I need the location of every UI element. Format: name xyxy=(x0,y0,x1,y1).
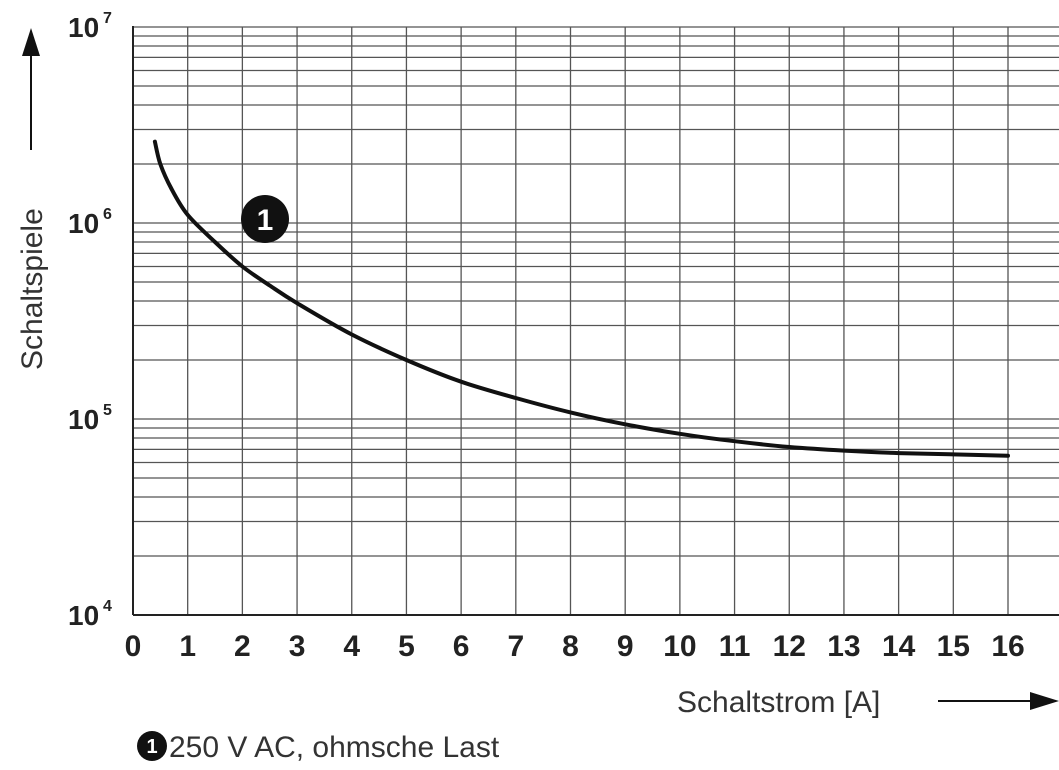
series-marker-circle xyxy=(241,195,289,243)
x-tick-label: 14 xyxy=(882,630,916,663)
y-tick-exponent: 5 xyxy=(103,402,112,419)
y-axis-title: Schaltspiele xyxy=(16,28,49,370)
x-tick-label: 2 xyxy=(234,630,251,663)
y-axis-arrow-head xyxy=(22,28,40,56)
x-tick-label: 9 xyxy=(617,630,634,663)
x-tick-label: 6 xyxy=(453,630,470,663)
x-tick-label: 0 xyxy=(125,630,142,663)
series-marker-label: 1 xyxy=(257,204,274,237)
x-tick-label: 8 xyxy=(562,630,579,663)
y-tick-label: 10 6 xyxy=(68,206,112,239)
legend-marker-label: 1 xyxy=(146,736,157,758)
x-tick-label: 16 xyxy=(991,630,1024,663)
series-line xyxy=(152,139,1010,458)
y-tick-label: 10 5 xyxy=(68,402,112,435)
x-tick-label: 11 xyxy=(719,630,751,663)
y-tick-label: 10 7 xyxy=(68,10,112,43)
grid xyxy=(133,26,1059,616)
y-tick-label: 10 4 xyxy=(68,598,112,631)
x-tick-labels: 0 1 2 3 4 5 6 7 8 9 10 11 12 13 14 15 16 xyxy=(125,630,1025,663)
legend-marker-circle xyxy=(137,731,167,761)
x-tick-label: 10 xyxy=(663,630,696,663)
x-axis-title: Schaltstrom [A] xyxy=(677,686,1059,719)
x-tick-label: 7 xyxy=(507,630,524,663)
x-tick-label: 13 xyxy=(827,630,860,663)
y-tick-base: 10 xyxy=(68,404,99,435)
y-tick-exponent: 6 xyxy=(103,206,112,223)
y-tick-base: 10 xyxy=(68,12,99,43)
x-axis-label: Schaltstrom [A] xyxy=(677,686,880,719)
y-tick-exponent: 7 xyxy=(103,10,112,27)
axes xyxy=(132,26,1059,616)
legend: 1 250 V AC, ohmsche Last xyxy=(137,731,500,764)
y-axis-label: Schaltspiele xyxy=(16,208,49,370)
x-tick-label: 5 xyxy=(398,630,415,663)
y-tick-exponent: 4 xyxy=(103,598,112,615)
legend-text: 250 V AC, ohmsche Last xyxy=(169,731,500,764)
x-axis-arrow-head xyxy=(1030,692,1059,710)
y-tick-base: 10 xyxy=(68,600,99,631)
series-marker: 1 xyxy=(241,195,289,243)
x-tick-label: 3 xyxy=(289,630,306,663)
x-tick-label: 4 xyxy=(343,630,360,663)
x-tick-label: 12 xyxy=(773,630,806,663)
x-tick-label: 15 xyxy=(937,630,970,663)
series-curve xyxy=(152,139,1010,458)
x-tick-label: 1 xyxy=(179,630,196,663)
y-tick-base: 10 xyxy=(68,208,99,239)
